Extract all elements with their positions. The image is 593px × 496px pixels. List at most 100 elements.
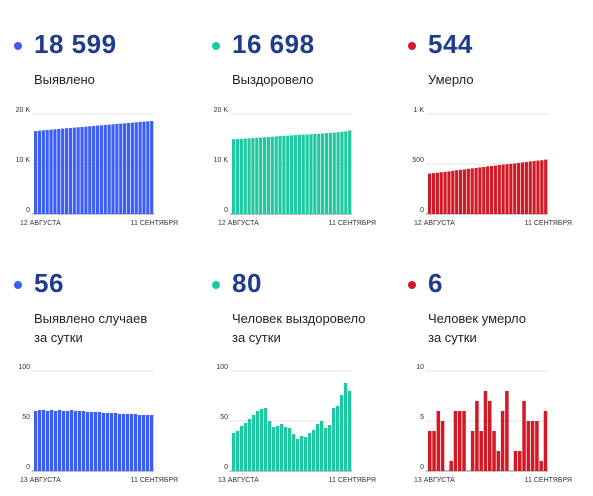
bar xyxy=(336,132,340,214)
bar xyxy=(479,431,483,471)
bar xyxy=(251,138,255,214)
bar xyxy=(544,159,548,214)
bar xyxy=(290,135,294,214)
bar xyxy=(458,411,462,471)
bar xyxy=(103,124,107,214)
bar xyxy=(489,166,494,214)
bar xyxy=(46,411,50,471)
bar xyxy=(530,421,535,471)
bar xyxy=(45,130,49,214)
x-tick-label-end: 11 СЕНТЯБРЯ xyxy=(329,477,376,484)
bar xyxy=(312,430,316,471)
stat-label-line2: за сутки xyxy=(428,330,477,345)
bar xyxy=(308,433,312,471)
bar xyxy=(539,461,543,471)
stat-label: Человек умерло xyxy=(428,311,526,326)
bar xyxy=(68,127,73,214)
bar xyxy=(76,127,80,214)
y-tick-label: 0 xyxy=(420,207,424,214)
bar xyxy=(235,139,240,214)
chart-recovered-total: 20 K 10 K 0 12 АВГУСТА 11 СЕНТЯБРЯ xyxy=(214,107,376,227)
bar xyxy=(88,126,92,214)
bar xyxy=(443,171,447,214)
y-tick-label: 0 xyxy=(420,464,424,471)
bar xyxy=(532,161,536,214)
y-tick-label: 100 xyxy=(216,364,228,371)
x-tick-label-start: 12 АВГУСТА xyxy=(414,220,455,227)
stat-label: Выявлено случаев xyxy=(34,311,148,326)
stat-number: 6 xyxy=(428,268,443,298)
bar xyxy=(268,421,272,471)
bar xyxy=(316,424,320,471)
bar xyxy=(344,131,348,214)
bar xyxy=(106,413,110,471)
bar xyxy=(526,421,531,471)
bar xyxy=(543,411,548,471)
y-tick-label: 100 xyxy=(18,364,30,371)
bar xyxy=(256,411,260,471)
bar xyxy=(320,421,324,471)
y-tick-label: 1 K xyxy=(413,107,424,114)
bar xyxy=(232,139,236,214)
bar xyxy=(493,165,497,214)
series-dot xyxy=(212,281,220,289)
y-tick-label: 20 K xyxy=(214,107,229,114)
bar xyxy=(535,421,539,471)
bar xyxy=(74,411,78,471)
bar xyxy=(244,423,248,471)
bar xyxy=(98,412,102,471)
y-tick-label: 0 xyxy=(224,207,228,214)
bar xyxy=(496,451,501,471)
bar xyxy=(92,125,96,214)
bar xyxy=(466,168,470,214)
bar xyxy=(150,121,154,214)
bar xyxy=(340,131,344,214)
bar xyxy=(520,162,525,214)
bar xyxy=(95,125,100,214)
stat-number: 16 698 xyxy=(232,29,315,59)
bar xyxy=(34,131,38,214)
chart-confirmed-daily: 100 50 0 13 АВГУСТА 11 СЕНТЯБРЯ xyxy=(18,364,178,484)
bar xyxy=(432,431,436,471)
bar xyxy=(58,410,62,471)
bar xyxy=(462,411,466,471)
bar xyxy=(453,411,458,471)
bar xyxy=(255,137,259,214)
bar xyxy=(239,138,243,214)
bar xyxy=(150,415,154,471)
bar xyxy=(274,136,278,214)
bar xyxy=(309,134,313,214)
stat-label: Выявлено xyxy=(34,72,95,87)
bar xyxy=(146,121,150,214)
bar xyxy=(324,428,328,471)
bar xyxy=(505,164,509,214)
stat-label-line2: за сутки xyxy=(34,330,83,345)
bar xyxy=(80,126,84,214)
bar xyxy=(122,414,126,471)
bar xyxy=(126,122,131,214)
bar xyxy=(522,401,526,471)
stat-number: 56 xyxy=(34,268,64,298)
bar xyxy=(66,411,70,471)
bar xyxy=(266,136,271,214)
bar xyxy=(232,433,236,471)
bar xyxy=(138,415,142,471)
x-tick-label-start: 12 АВГУСТА xyxy=(20,220,61,227)
bar xyxy=(134,122,138,214)
x-tick-label-end: 11 СЕНТЯБРЯ xyxy=(131,220,178,227)
stat-label: Человек выздоровело xyxy=(232,311,366,326)
bar xyxy=(305,134,309,214)
y-tick-label: 10 K xyxy=(214,157,229,164)
x-tick-label-end: 11 СЕНТЯБРЯ xyxy=(525,220,572,227)
stat-number: 18 599 xyxy=(34,29,117,59)
bar xyxy=(110,413,114,471)
bar xyxy=(317,133,321,214)
bar xyxy=(123,123,127,214)
bar xyxy=(252,415,256,471)
bar xyxy=(70,410,74,471)
bar xyxy=(50,410,54,471)
bar xyxy=(278,136,282,214)
series-dot xyxy=(212,42,220,50)
bar xyxy=(470,168,474,214)
bar xyxy=(483,391,488,471)
